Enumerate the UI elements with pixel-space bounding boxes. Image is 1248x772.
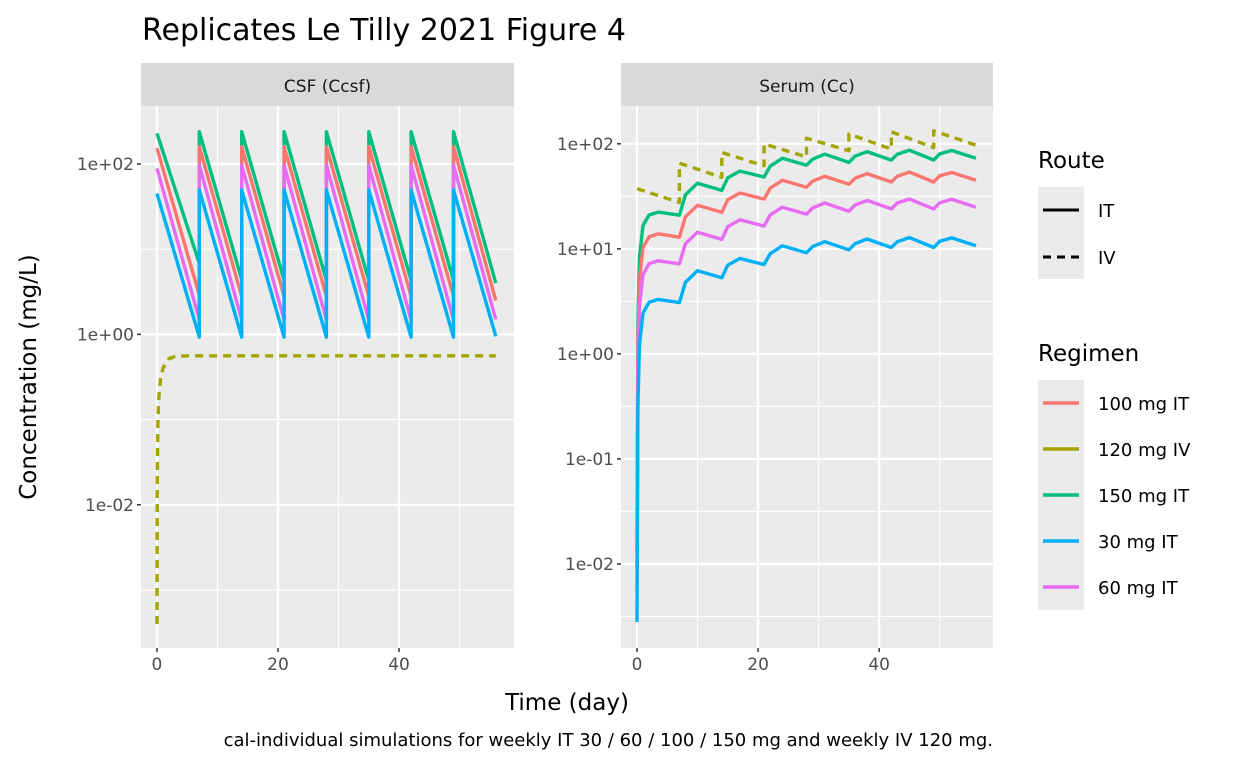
legend-regimen: Regimen 100 mg IT 120 mg IV 150 mg IT 30 mg… [1038,341,1191,610]
caption: cal-individual simulations for weekly IT… [224,730,993,751]
legend-route-title: Route [1038,148,1105,174]
series-line-120-mg-iv [636,129,977,205]
legend-label: 30 mg IT [1098,532,1179,553]
y-tick-label: 1e+01 [557,240,614,260]
x-tick-label: 0 [632,655,643,675]
x-tick-label: 40 [388,655,410,675]
legend-route: Route IT IV [1038,148,1116,279]
y-tick-label: 1e-01 [565,450,614,470]
y-tick-label: 1e+02 [77,155,134,175]
legend-label: 100 mg IT [1098,394,1190,415]
legend-label: 120 mg IV [1098,440,1191,461]
series-line-120-mg-iv [155,354,496,625]
x-tick-label: 20 [267,655,289,675]
series-group [155,130,498,625]
series-group [635,129,977,623]
x-tick-label: 0 [152,655,163,675]
y-tick-label: 1e+02 [557,135,614,155]
x-tick-label: 20 [747,655,769,675]
y-tick-label: 1e-02 [565,555,614,575]
y-tick-label: 1e+00 [557,345,614,365]
series-line-150-mg-it [635,148,977,549]
strip [621,63,993,106]
y-tick-label: 1e+00 [77,325,134,345]
legend-label-it: IT [1098,201,1115,222]
x-tick-label: 40 [868,655,890,675]
y-axis-label: Concentration (mg/L) [16,254,42,500]
series-line-30-mg-it [155,188,498,339]
strip [141,63,514,106]
legend-regimen-title: Regimen [1038,341,1139,367]
legend-label: 60 mg IT [1098,578,1179,599]
chart-title: Replicates Le Tilly 2021 Figure 4 [142,13,626,48]
series-line-100-mg-it [635,170,977,569]
legend-label-iv: IV [1098,248,1116,269]
y-tick-label: 1e-02 [85,496,134,516]
x-axis-label: Time (day) [504,690,629,716]
series-line-30-mg-it [635,235,977,623]
strip-label: Serum (Cc) [759,77,854,97]
strip-label: CSF (Ccsf) [284,77,371,97]
series-line-60-mg-it [635,197,977,591]
legend-label: 150 mg IT [1098,486,1190,507]
panel-1: Serum (Cc) 1e+02 1e+01 1e+00 1e-01 1e-02 0 20 40 [557,63,993,675]
panel-0: CSF (Ccsf) 1e+02 1e+00 1e-02 0 20 40 [77,63,514,675]
